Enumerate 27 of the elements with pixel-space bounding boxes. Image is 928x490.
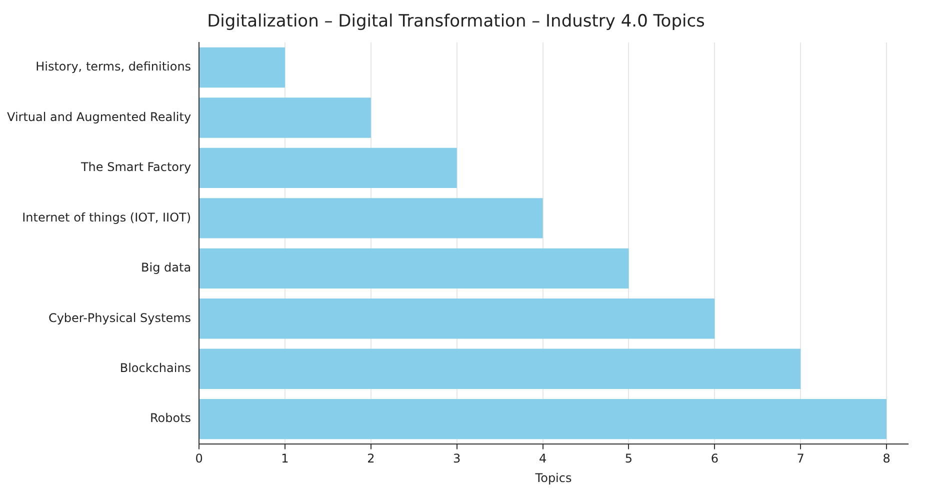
y-tick-label: Robots — [150, 411, 192, 426]
x-axis-title: Topics — [534, 470, 572, 485]
y-tick-label: Blockchains — [120, 360, 192, 375]
bar — [200, 298, 715, 339]
bar — [200, 198, 543, 238]
bar — [200, 348, 801, 389]
chart-title: Digitalization – Digital Transformation – Industry 4.0 Topics — [207, 12, 706, 32]
x-tick-label: 4 — [538, 452, 547, 466]
x-tick-label: 5 — [624, 452, 633, 466]
y-tick-label: History, terms, definitions — [36, 60, 192, 74]
bar — [200, 47, 285, 88]
x-tick-label: 1 — [281, 452, 289, 466]
x-tick-label: 3 — [453, 452, 461, 466]
y-tick-label: Cyber-Physical Systems — [48, 310, 192, 325]
bar — [200, 98, 371, 138]
y-tick-label: The Smart Factory — [80, 160, 192, 174]
x-tick-label: 7 — [796, 452, 804, 466]
y-tick-label: Internet of things (IOT, IIOT) — [22, 210, 192, 224]
x-tick-label: 2 — [367, 452, 375, 466]
bar — [200, 399, 887, 440]
y-tick-label: Virtual and Augmented Reality — [6, 110, 192, 124]
x-tick-label: 0 — [195, 452, 203, 466]
x-tick-label: 6 — [710, 452, 718, 466]
x-tick-label: 8 — [882, 452, 890, 466]
bar — [200, 248, 629, 289]
y-tick-label: Big data — [141, 260, 192, 275]
bar — [200, 148, 457, 188]
